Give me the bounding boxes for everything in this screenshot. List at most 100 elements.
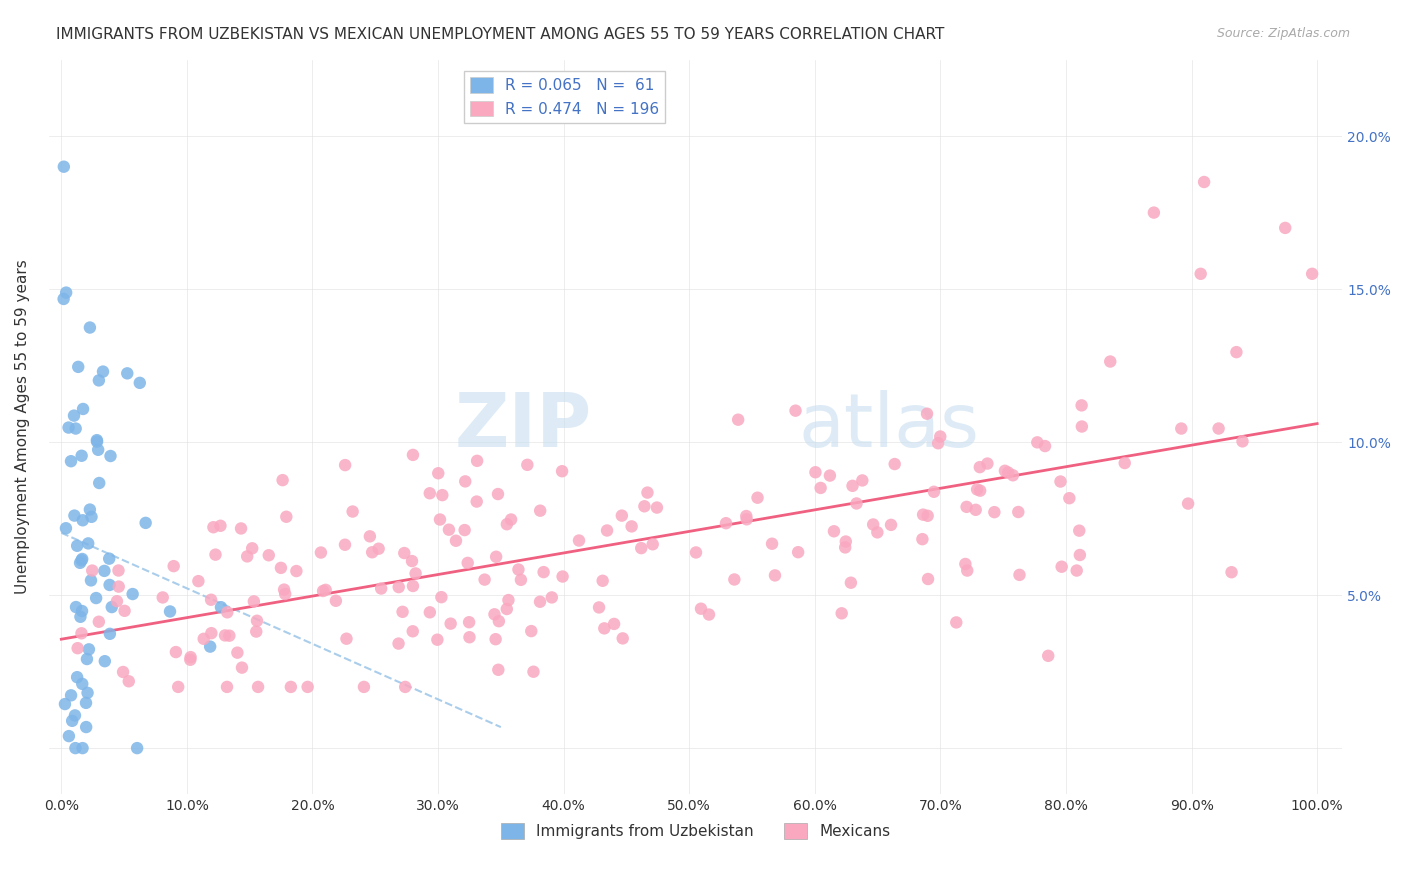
Point	[72, 741, 94, 756]
Point	[498, 593, 520, 607]
Point	[508, 562, 530, 576]
Point	[1170, 421, 1192, 435]
Point	[84, 591, 107, 605]
Point	[402, 448, 425, 462]
Point	[522, 665, 544, 679]
Point	[612, 632, 634, 646]
Point	[105, 594, 128, 608]
Point	[257, 548, 280, 562]
Point	[86, 434, 108, 449]
Point	[94, 654, 117, 668]
Point	[75, 696, 97, 710]
Point	[690, 601, 713, 615]
Point	[75, 720, 97, 734]
Point	[1192, 175, 1215, 189]
Point	[315, 582, 337, 597]
Point	[214, 628, 236, 642]
Point	[880, 517, 903, 532]
Point	[429, 512, 451, 526]
Point	[70, 677, 93, 691]
Point	[804, 465, 827, 479]
Point	[1189, 267, 1212, 281]
Point	[63, 708, 86, 723]
Point	[761, 537, 783, 551]
Point	[271, 473, 294, 487]
Point	[370, 582, 392, 596]
Point	[955, 557, 977, 571]
Point	[551, 464, 574, 478]
Y-axis label: Unemployment Among Ages 55 to 59 years: Unemployment Among Ages 55 to 59 years	[15, 260, 30, 594]
Point	[457, 556, 479, 570]
Point	[70, 553, 93, 567]
Point	[610, 508, 633, 523]
Point	[735, 512, 758, 526]
Point	[883, 457, 905, 471]
Point	[402, 579, 425, 593]
Point	[841, 479, 863, 493]
Point	[915, 407, 938, 421]
Point	[645, 500, 668, 515]
Point	[976, 457, 998, 471]
Point	[77, 642, 100, 657]
Point	[218, 629, 240, 643]
Point	[247, 680, 270, 694]
Point	[1070, 419, 1092, 434]
Point	[87, 442, 110, 457]
Point	[69, 556, 91, 570]
Point	[458, 615, 481, 630]
Point	[63, 508, 86, 523]
Point	[866, 525, 889, 540]
Point	[419, 605, 441, 619]
Point	[862, 517, 884, 532]
Point	[276, 509, 298, 524]
Point	[540, 591, 562, 605]
Point	[1069, 524, 1091, 538]
Point	[118, 674, 141, 689]
Point	[70, 626, 93, 640]
Point	[76, 686, 98, 700]
Point	[453, 523, 475, 537]
Point	[929, 429, 952, 443]
Point	[994, 464, 1017, 478]
Point	[98, 627, 121, 641]
Point	[77, 536, 100, 550]
Point	[333, 538, 356, 552]
Point	[1099, 354, 1122, 368]
Point	[1114, 456, 1136, 470]
Point	[226, 646, 249, 660]
Point	[112, 665, 135, 679]
Point	[179, 653, 201, 667]
Point	[818, 468, 841, 483]
Point	[486, 663, 509, 677]
Point	[419, 486, 441, 500]
Point	[70, 449, 93, 463]
Point	[67, 359, 90, 374]
Point	[911, 532, 934, 546]
Point	[997, 466, 1019, 480]
Point	[1069, 548, 1091, 562]
Point	[486, 487, 509, 501]
Point	[747, 491, 769, 505]
Point	[1001, 468, 1024, 483]
Point	[325, 594, 347, 608]
Legend: Immigrants from Uzbekistan, Mexicans: Immigrants from Uzbekistan, Mexicans	[495, 817, 897, 845]
Point	[312, 584, 335, 599]
Point	[100, 600, 122, 615]
Point	[70, 604, 93, 618]
Point	[65, 421, 87, 435]
Point	[200, 626, 222, 640]
Point	[845, 496, 868, 510]
Point	[763, 568, 786, 582]
Point	[1008, 567, 1031, 582]
Point	[402, 624, 425, 639]
Point	[107, 564, 129, 578]
Point	[401, 554, 423, 568]
Point	[927, 436, 949, 450]
Point	[89, 475, 111, 490]
Point	[488, 614, 510, 628]
Point	[592, 574, 614, 588]
Point	[956, 564, 979, 578]
Point	[53, 697, 76, 711]
Point	[152, 591, 174, 605]
Point	[723, 573, 745, 587]
